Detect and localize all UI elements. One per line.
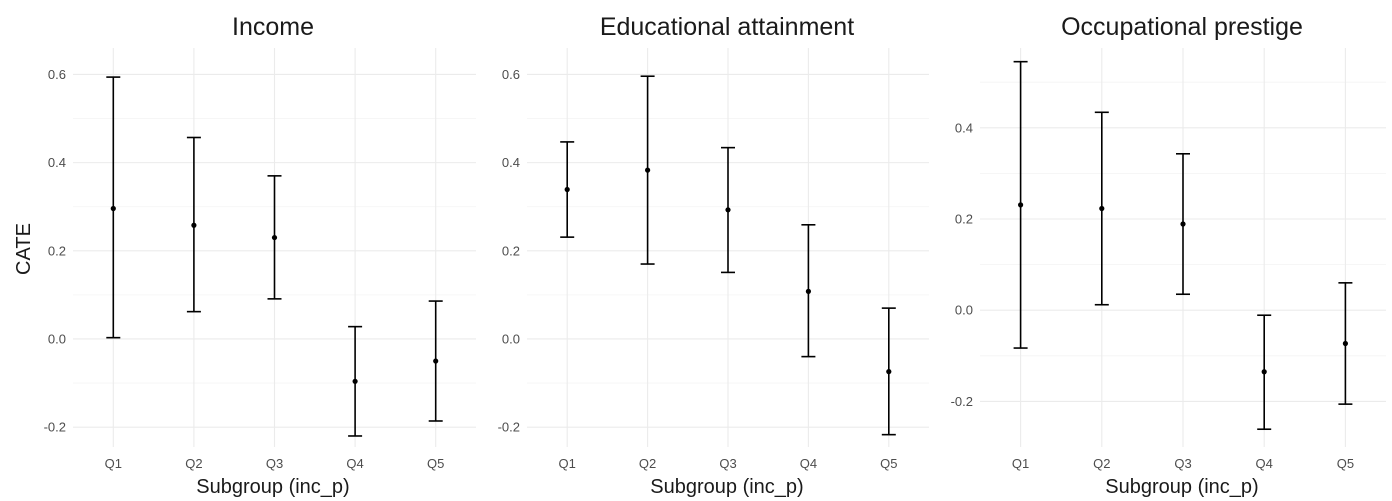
errorbar-q3 <box>721 146 735 274</box>
panel-title: Educational attainment <box>600 13 854 41</box>
y-tick-label: -0.2 <box>498 420 520 435</box>
y-tick-label: 0.4 <box>955 120 973 135</box>
point-estimate <box>271 234 278 241</box>
x-tick-label: Q3 <box>719 456 736 471</box>
errorbar-q2 <box>1094 111 1109 306</box>
point-estimate <box>725 207 731 213</box>
panel-title: Income <box>232 13 314 41</box>
errorbar-q4 <box>1257 314 1272 431</box>
x-ticks: Q1 Q2 Q3 Q4 Q5 <box>105 456 445 471</box>
x-tick-label: Q4 <box>800 456 817 471</box>
x-axis-label: Subgroup (inc_p) <box>1105 476 1258 498</box>
x-tick-label: Q1 <box>105 456 122 471</box>
error-bars <box>560 75 896 436</box>
errorbar-q4 <box>801 223 816 358</box>
x-tick-label: Q2 <box>185 456 202 471</box>
y-ticks: -0.2 0.0 0.2 0.4 0.6 <box>44 67 66 435</box>
errorbar-q1 <box>560 141 575 238</box>
errorbar-q4 <box>348 325 363 437</box>
x-tick-label: Q1 <box>559 456 576 471</box>
x-tick-label: Q2 <box>639 456 656 471</box>
point-estimate <box>1261 369 1267 375</box>
y-tick-label: -0.2 <box>44 420 66 435</box>
y-tick-label: 0.2 <box>48 243 66 258</box>
point-estimate <box>805 288 812 294</box>
y-tick-label: -0.2 <box>951 394 973 409</box>
y-tick-label: 0.4 <box>502 155 520 170</box>
point-estimate <box>433 358 439 364</box>
y-tick-label: 0.4 <box>48 155 66 170</box>
errorbar-q5 <box>881 307 896 436</box>
x-tick-label: Q2 <box>1093 456 1110 471</box>
x-tick-label: Q5 <box>1337 456 1354 471</box>
point-estimate <box>1342 340 1348 347</box>
y-tick-label: 0.0 <box>955 303 973 318</box>
x-ticks: Q1 Q2 Q3 Q4 Q5 <box>1012 456 1354 471</box>
x-tick-label: Q5 <box>880 456 897 471</box>
point-estimate <box>1180 221 1186 227</box>
errorbar-q2 <box>640 75 655 265</box>
y-axis-label: CATE <box>13 223 35 275</box>
x-tick-label: Q3 <box>266 456 283 471</box>
y-tick-label: 0.2 <box>955 212 973 227</box>
y-ticks: -0.2 0.0 0.2 0.4 <box>951 120 973 409</box>
panel-income: Income CATE Subgroup (inc_p) -0.2 0.0 0.2 0… <box>13 13 476 498</box>
x-tick-label: Q4 <box>1256 456 1273 471</box>
point-estimate <box>1099 205 1105 212</box>
y-tick-label: 0.0 <box>502 331 520 346</box>
errorbar-q3 <box>267 175 282 300</box>
error-bars <box>106 76 443 437</box>
x-axis-label: Subgroup (inc_p) <box>650 476 803 498</box>
y-tick-label: 0.6 <box>48 67 66 82</box>
errorbar-q2 <box>186 136 201 313</box>
errorbar-q1 <box>106 76 121 339</box>
x-tick-label: Q5 <box>427 456 444 471</box>
point-estimate <box>110 205 116 212</box>
point-estimate <box>352 378 358 384</box>
panel-educational-attainment: Educational attainment Subgroup (inc_p) … <box>498 13 929 498</box>
x-axis-label: Subgroup (inc_p) <box>196 476 349 498</box>
errorbar-q5 <box>428 300 443 422</box>
x-tick-label: Q3 <box>1174 456 1191 471</box>
y-tick-label: 0.6 <box>502 67 520 82</box>
errorbar-q1 <box>1013 60 1028 349</box>
point-estimate <box>564 186 570 193</box>
y-tick-label: 0.2 <box>502 243 520 258</box>
y-tick-label: 0.0 <box>48 331 66 346</box>
point-estimate <box>191 222 197 228</box>
errorbar-q5 <box>1338 282 1353 405</box>
point-estimate <box>1018 202 1024 208</box>
y-ticks: -0.2 0.0 0.2 0.4 0.6 <box>498 67 520 435</box>
x-tick-label: Q1 <box>1012 456 1029 471</box>
point-estimate <box>645 167 651 173</box>
x-ticks: Q1 Q2 Q3 Q4 Q5 <box>559 456 898 471</box>
point-estimate <box>886 369 892 375</box>
panel-title: Occupational prestige <box>1061 13 1303 41</box>
error-bars <box>1013 60 1353 431</box>
errorbar-q3 <box>1176 152 1190 296</box>
x-tick-label: Q4 <box>346 456 363 471</box>
panel-occupational-prestige: Occupational prestige Subgroup (inc_p) -… <box>951 13 1386 498</box>
